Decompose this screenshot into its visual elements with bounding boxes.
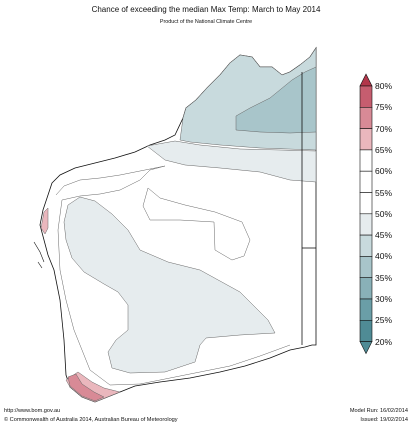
colorbar-tick-label: 50% — [375, 208, 393, 219]
colorbar-segment — [359, 192, 373, 215]
footer-issued: Issued: 19/02/2014 — [360, 417, 408, 423]
map-subtitle: Product of the National Climate Centre — [159, 19, 253, 25]
colorbar-tick-label: 40% — [375, 251, 393, 262]
colorbar-tick-label: 65% — [375, 144, 393, 155]
colorbar-segment — [359, 213, 373, 236]
region-north-teal-mid — [235, 66, 317, 134]
colorbar — [359, 73, 373, 355]
contour-interior-loop — [142, 187, 251, 261]
colorbar-segment — [359, 128, 373, 151]
region-north-pale-band — [146, 140, 317, 183]
region-west-coast-pink — [40, 207, 49, 235]
colorbar-segment — [359, 256, 373, 278]
colorbar-segment — [359, 319, 373, 342]
colorbar-tick-label: 55% — [375, 187, 393, 198]
region-interior-pale — [63, 196, 276, 374]
colorbar-tick-label: 45% — [375, 230, 393, 241]
colorbar-segment — [359, 170, 373, 193]
colorbar-tick-label: 60% — [375, 166, 393, 177]
colorbar-arrow-top — [359, 73, 373, 87]
colorbar-segment — [359, 298, 373, 321]
footer-copyright: © Commonwealth of Australia 2014, Austra… — [4, 417, 178, 423]
colorbar-tick-label: 30% — [375, 294, 393, 304]
footer-model-run: Model Run: 16/02/2014 — [349, 408, 408, 414]
contour-outer — [55, 165, 291, 386]
map-title: Chance of exceeding the median Max Temp:… — [91, 5, 321, 14]
coast-detail — [33, 241, 45, 269]
colorbar-tick-label: 70% — [375, 123, 393, 134]
colorbar-tick-label: 35% — [375, 272, 393, 283]
colorbar-tick-label: 75% — [375, 102, 393, 113]
colorbar-segment — [359, 277, 373, 300]
colorbar-segment — [359, 234, 373, 257]
colorbar-tick-label: 25% — [375, 315, 393, 326]
colorbar-segment — [359, 107, 373, 129]
region-south-pink-mid — [67, 373, 105, 402]
colorbar-tick-label: 80% — [375, 81, 393, 91]
footer-url[interactable]: http://www.bom.gov.au — [4, 408, 61, 414]
colorbar-tick-label: 20% — [375, 336, 393, 347]
colorbar-arrow-bottom — [359, 341, 373, 355]
colorbar-segment — [359, 149, 373, 172]
colorbar-segment — [359, 85, 373, 108]
